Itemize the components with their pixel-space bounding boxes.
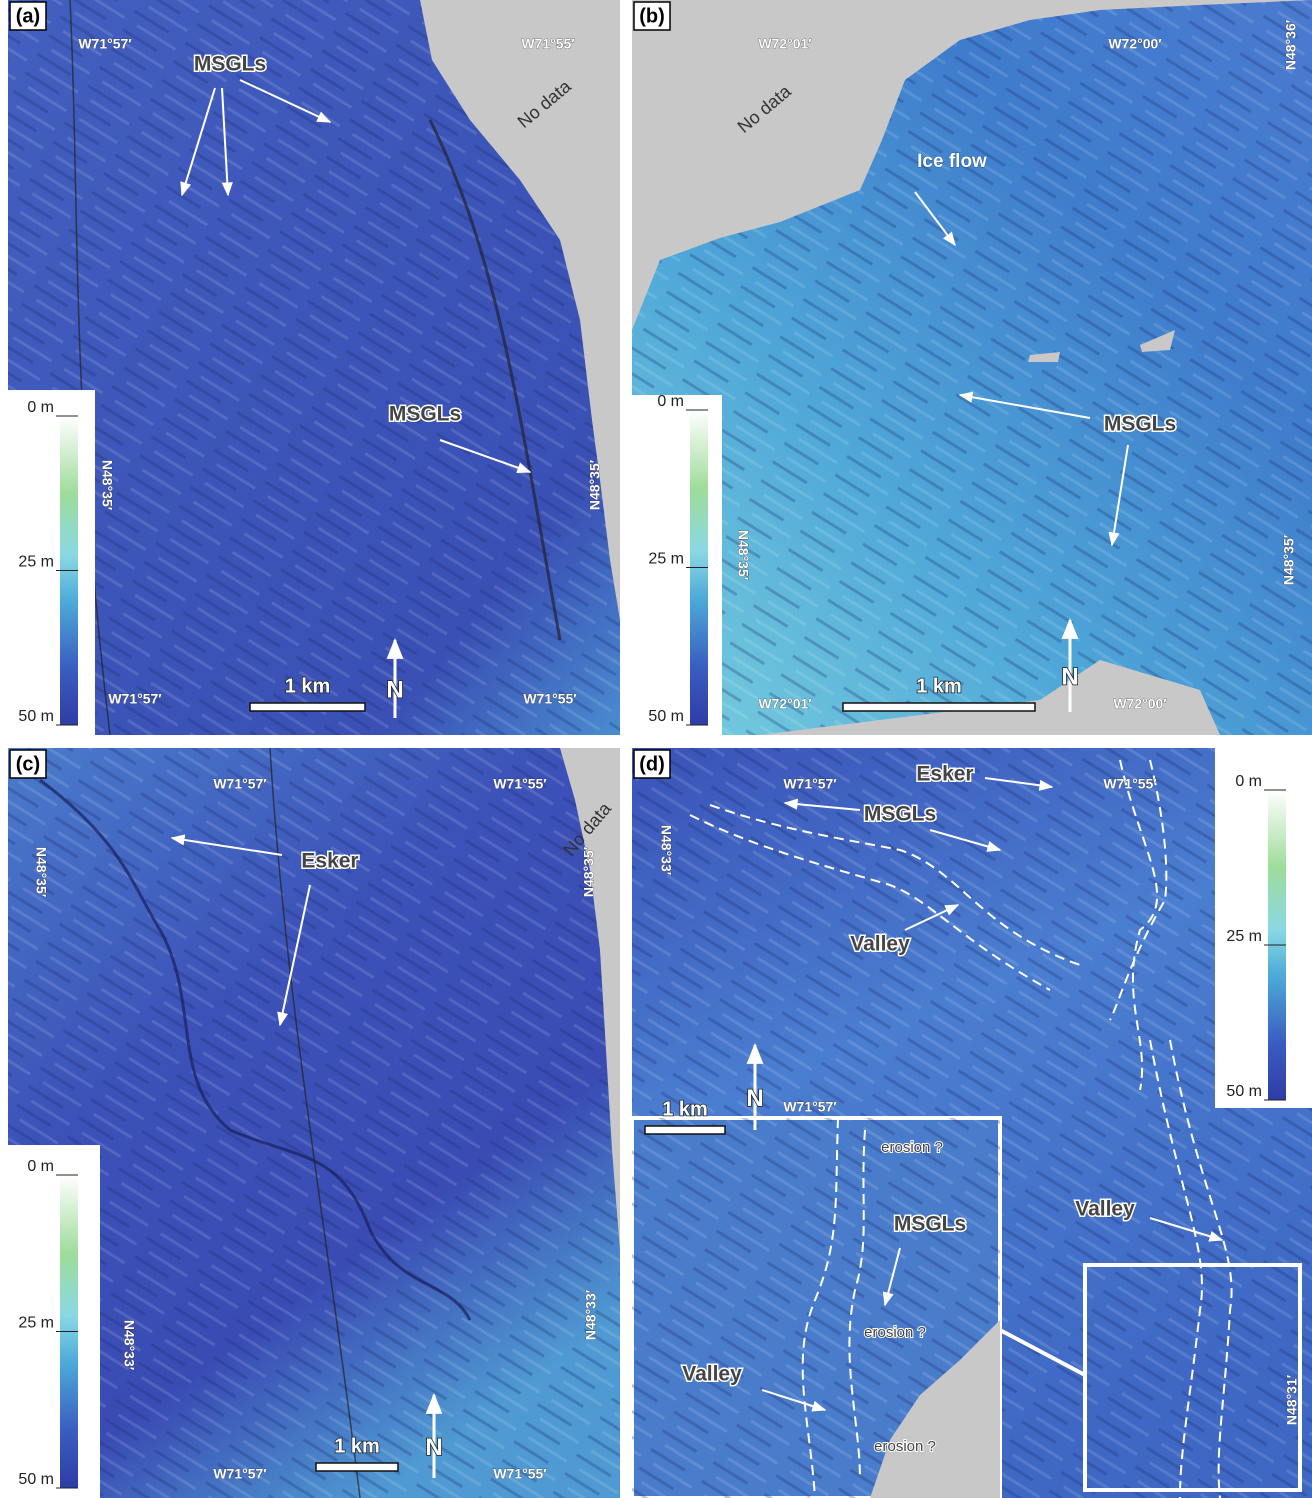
panel: (a)No dataW71°57′W71°55′W71°57′W71°55′N4… xyxy=(0,0,620,735)
coordinate-label: W72°01′ xyxy=(758,36,812,52)
coordinate-label: W72°01′ xyxy=(758,696,812,712)
north-label: N xyxy=(425,1434,442,1461)
figure: (a)No dataW71°57′W71°55′W71°57′W71°55′N4… xyxy=(0,0,1312,1498)
scale-bar-label: 1 km xyxy=(916,675,962,697)
depth-tick-label: 0 m xyxy=(27,399,54,416)
coordinate-label: W71°57′ xyxy=(213,776,267,792)
coordinate-label: W71°55′ xyxy=(493,1466,547,1482)
panel-label: (c) xyxy=(16,753,40,775)
coordinate-label: N48°36′ xyxy=(1283,19,1299,70)
scale-bar xyxy=(316,1463,398,1471)
coordinate-label: N48°35′ xyxy=(33,847,49,898)
annotation: MSGLs xyxy=(1104,413,1176,436)
depth-tick-label: 50 m xyxy=(1226,1083,1262,1100)
annotation: MSGLs xyxy=(194,53,266,76)
annotation: MSGLs xyxy=(894,1213,966,1236)
scale-bar-label: 1 km xyxy=(662,1098,708,1120)
coordinate-label: N48°31′ xyxy=(1284,1374,1300,1425)
scale-bar xyxy=(250,703,365,711)
scale-bar xyxy=(843,703,1035,711)
coordinate-label: N48°33′ xyxy=(583,1289,599,1340)
depth-tick-label: 50 m xyxy=(18,708,54,725)
annotation: erosion ? xyxy=(874,1438,936,1455)
coordinate-label: W71°57′ xyxy=(783,1099,837,1115)
map xyxy=(632,0,1312,735)
annotation: Valley xyxy=(682,1363,742,1386)
depth-tick-label: 0 m xyxy=(1235,773,1262,790)
scale-bar xyxy=(645,1126,725,1134)
depth-tick-label: 25 m xyxy=(18,1315,54,1332)
coordinate-label: N48°35′ xyxy=(581,846,597,897)
panel-label: (a) xyxy=(16,5,40,27)
annotation: MSGLs xyxy=(864,803,936,826)
annotation: MSGLs xyxy=(389,403,461,426)
depth-tick-label: 0 m xyxy=(27,1158,54,1175)
coordinate-label: N48°35′ xyxy=(587,459,603,510)
depth-tick-label: 25 m xyxy=(648,551,684,568)
coordinate-label: N48°33′ xyxy=(121,1320,137,1371)
depth-tick-label: 0 m xyxy=(657,393,684,410)
north-label: N xyxy=(1061,663,1078,690)
north-label: N xyxy=(746,1085,763,1112)
depth-tick-label: 25 m xyxy=(1226,928,1262,945)
coordinate-label: W71°57′ xyxy=(78,36,132,52)
scale-bar-label: 1 km xyxy=(285,675,331,697)
coordinate-label: W71°57′ xyxy=(783,776,837,792)
coordinate-label: N48°35′ xyxy=(735,530,751,581)
coordinate-label: W71°55′ xyxy=(523,691,577,707)
coordinate-label: W71°55′ xyxy=(1103,776,1157,792)
coordinate-label: N48°35′ xyxy=(1281,534,1297,585)
north-label: N xyxy=(386,676,403,703)
annotation: Ice flow xyxy=(917,151,987,172)
coordinate-label: W71°57′ xyxy=(213,1466,267,1482)
coordinate-label: W71°55′ xyxy=(493,776,547,792)
coordinate-label: N48°33′ xyxy=(658,825,674,876)
coordinate-label: W72°00′ xyxy=(1108,36,1162,52)
annotation: Valley xyxy=(1075,1198,1135,1221)
panel-label: (d) xyxy=(639,753,665,775)
coordinate-label: W72°00′ xyxy=(1113,696,1167,712)
panel-label: (b) xyxy=(639,5,665,27)
depth-tick-label: 50 m xyxy=(648,708,684,725)
coordinate-label: N48°35′ xyxy=(99,460,115,511)
depth-tick-label: 50 m xyxy=(18,1471,54,1488)
annotation: erosion ? xyxy=(881,1139,943,1156)
depth-tick-label: 25 m xyxy=(18,554,54,571)
scale-bar-label: 1 km xyxy=(334,1435,380,1457)
annotation: Valley xyxy=(850,933,910,956)
annotation: erosion ? xyxy=(864,1324,926,1341)
annotation: Esker xyxy=(916,763,973,786)
coordinate-label: W71°55′ xyxy=(521,36,575,52)
coordinate-label: W71°57′ xyxy=(108,691,162,707)
annotation: Esker xyxy=(301,850,358,873)
